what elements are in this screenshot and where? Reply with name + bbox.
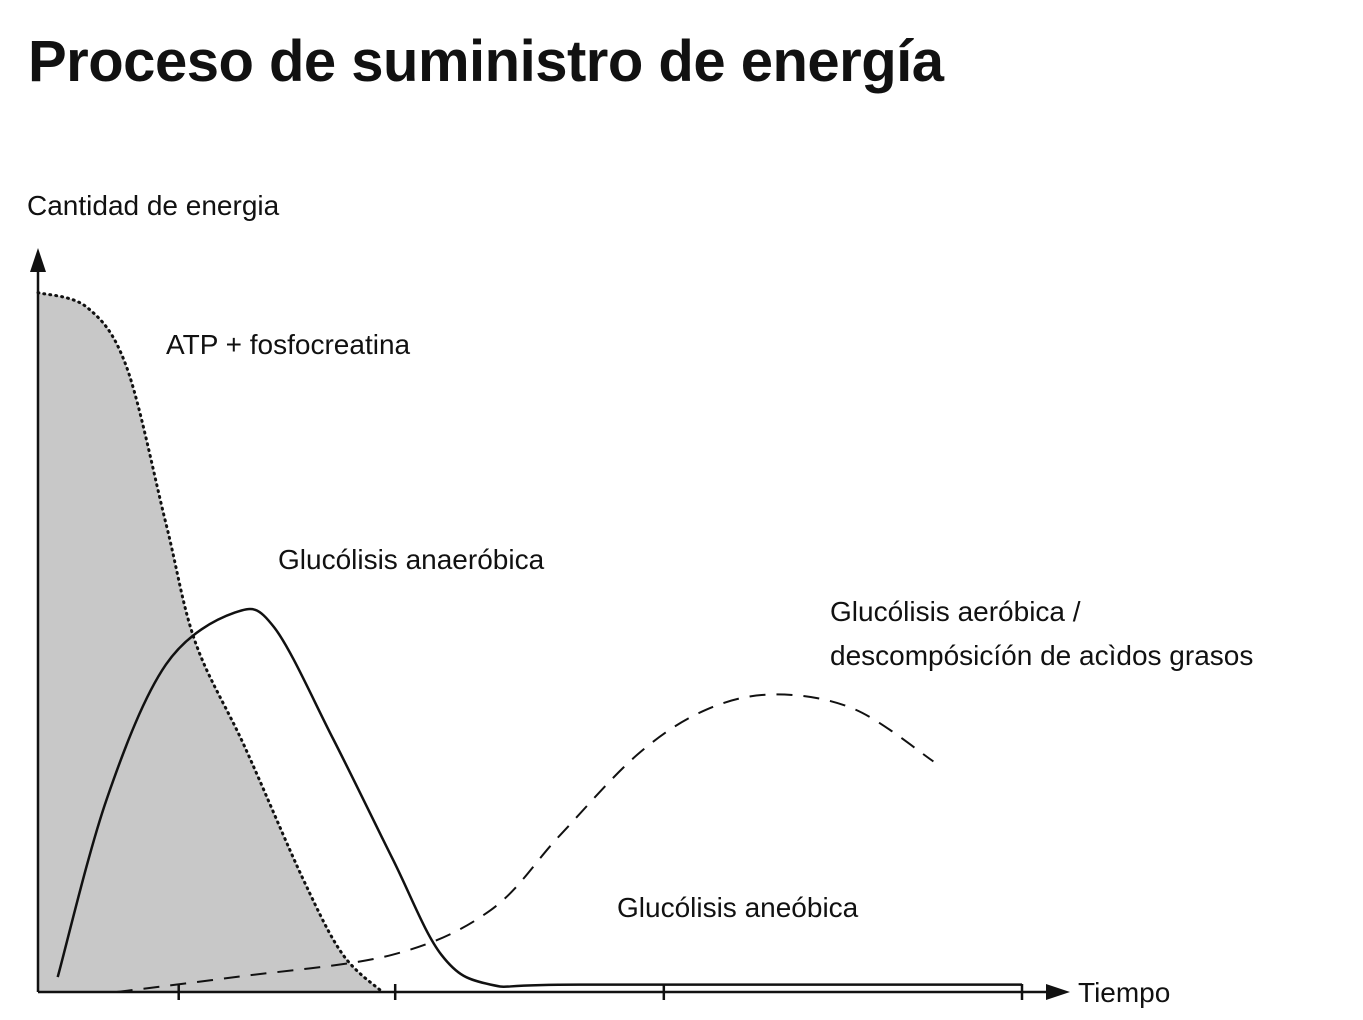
- x-axis-label: Tiempo: [1078, 977, 1170, 1008]
- label-glucolisis-aneobica: Glucólisis aneóbica: [617, 892, 859, 923]
- glucolisis-aerobica-curve: [116, 693, 934, 993]
- y-axis-arrowhead: [30, 248, 46, 272]
- label-atp-fosfocreatina: ATP + fosfocreatina: [166, 329, 411, 360]
- label-glucolisis-anaerobica: Glucólisis anaeróbica: [278, 544, 545, 575]
- label-descomposicion-acidos-grasos: descompósicíón de acìdos grasos: [830, 640, 1253, 671]
- atp-fosfocreatina-curve: [36, 291, 384, 994]
- x-axis-ticks: [177, 984, 1024, 1000]
- page-title: Proceso de suministro de energía: [28, 29, 944, 94]
- y-axis-label: Cantidad de energia: [27, 190, 280, 221]
- atp-fosfocreatina-area: [38, 292, 383, 993]
- x-axis-arrowhead: [1046, 984, 1070, 1000]
- label-glucolisis-aerobica: Glucólisis aeróbica /: [830, 596, 1081, 627]
- glucolisis-anaerobica-curve: [56, 607, 1022, 989]
